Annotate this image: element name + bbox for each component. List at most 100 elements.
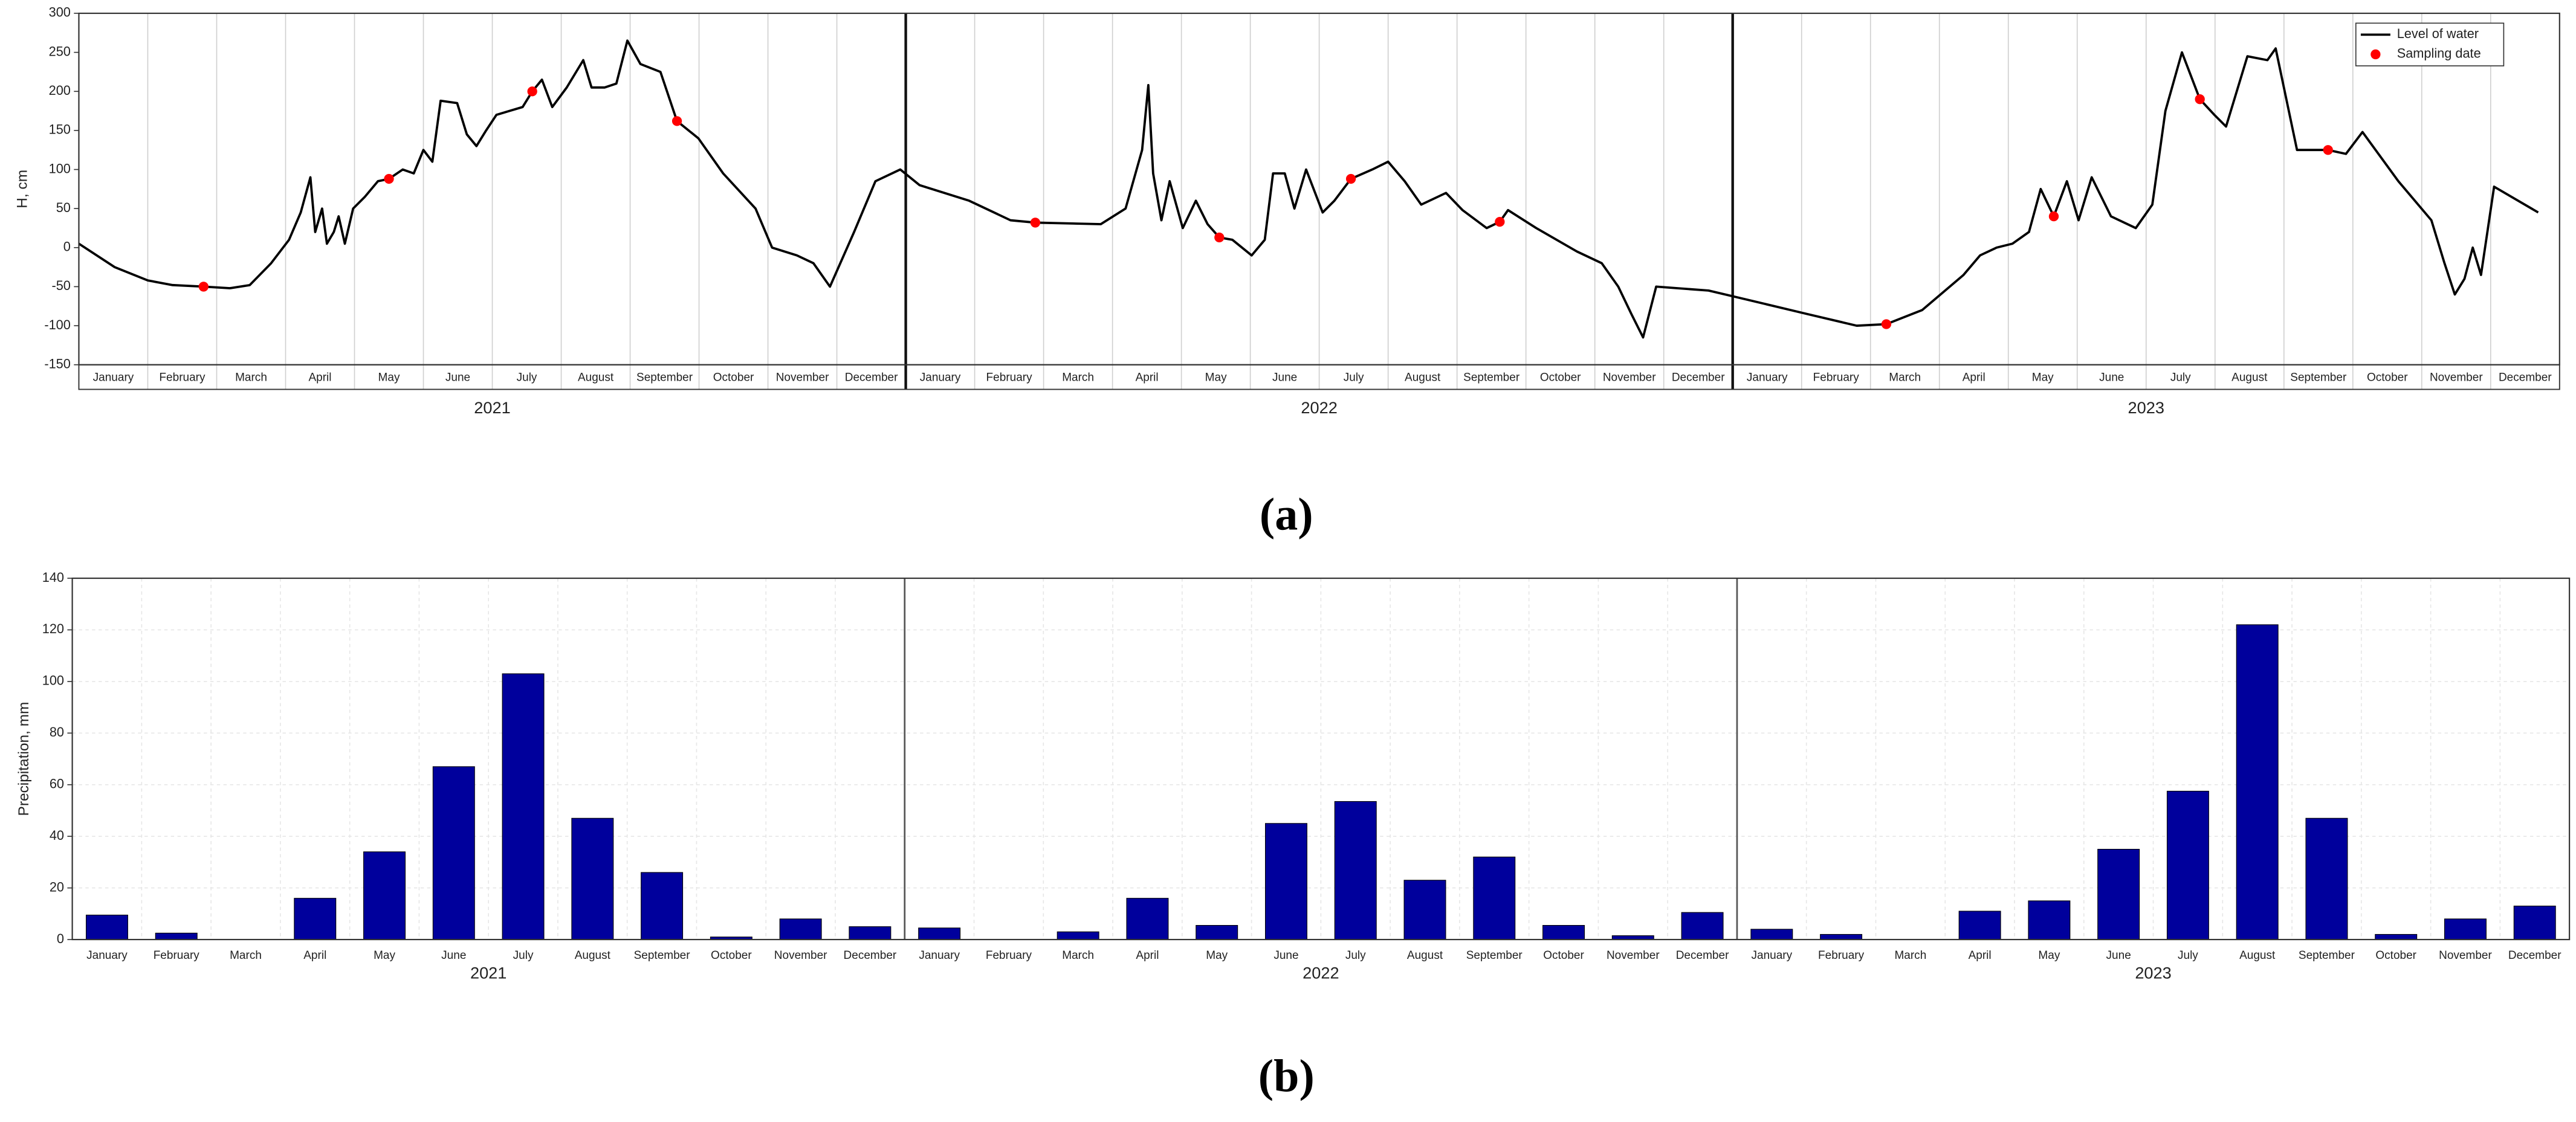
- bar: [2375, 933, 2418, 940]
- bar: [1196, 924, 1238, 940]
- x-tick-label: January: [1747, 371, 1788, 384]
- x-tick-label: October: [713, 371, 754, 384]
- x-tick-label: April: [1969, 949, 1992, 962]
- y-tick-label: 50: [56, 200, 71, 215]
- legend-marker: [2371, 49, 2381, 60]
- bar: [2236, 624, 2279, 940]
- bar: [1681, 912, 1724, 940]
- y-tick-label: -100: [44, 317, 71, 332]
- x-tick-label: November: [776, 371, 829, 384]
- sampling-point: [384, 173, 394, 184]
- y-tick-label: 100: [49, 161, 71, 176]
- x-tick-label: May: [1206, 949, 1228, 962]
- x-tick-label: January: [1752, 949, 1793, 962]
- y-tick-label: 140: [42, 570, 64, 585]
- x-tick-label: September: [634, 949, 691, 962]
- x-tick-label: September: [636, 371, 693, 384]
- bar: [1473, 856, 1516, 940]
- y-tick-label: 40: [50, 828, 64, 843]
- x-tick-label: June: [445, 371, 470, 384]
- x-tick-label: February: [154, 949, 200, 962]
- panel-label: (b): [1258, 1051, 1315, 1101]
- x-tick-label: May: [2032, 371, 2054, 384]
- x-tick-label: July: [1345, 949, 1366, 962]
- x-tick-label: April: [1136, 371, 1159, 384]
- bar: [1057, 931, 1099, 940]
- x-tick-label: January: [919, 949, 960, 962]
- x-tick-label: March: [1062, 371, 1094, 384]
- y-tick-label: 60: [50, 776, 64, 791]
- bar: [432, 766, 475, 940]
- x-tick-label: February: [1818, 949, 1865, 962]
- x-tick-label: June: [1273, 949, 1298, 962]
- x-tick-label: July: [517, 371, 537, 384]
- x-tick-label: May: [378, 371, 400, 384]
- x-tick-label: December: [2499, 371, 2552, 384]
- y-tick-label: 0: [57, 931, 64, 946]
- year-label: 2021: [474, 398, 510, 417]
- y-tick-label: -50: [51, 278, 70, 293]
- year-label: 2022: [1301, 398, 1337, 417]
- bar: [1542, 924, 1585, 940]
- y-tick-label: 150: [49, 122, 71, 137]
- x-tick-label: January: [86, 949, 128, 962]
- bar: [1750, 929, 1793, 940]
- sampling-point: [198, 282, 209, 292]
- sampling-point: [1030, 218, 1041, 228]
- x-tick-label: October: [1540, 371, 1581, 384]
- x-tick-label: August: [575, 949, 611, 962]
- bar: [571, 817, 614, 940]
- year-label: 2022: [1303, 963, 1339, 982]
- x-tick-label: February: [986, 949, 1032, 962]
- x-tick-label: October: [2375, 949, 2416, 962]
- x-tick-label: March: [1894, 949, 1926, 962]
- x-tick-label: December: [1672, 371, 1725, 384]
- y-tick-label: 250: [49, 44, 71, 59]
- bar: [2305, 817, 2348, 940]
- year-label: 2023: [2128, 398, 2164, 417]
- y-tick-label: 20: [50, 879, 64, 894]
- x-tick-label: March: [1889, 371, 1921, 384]
- x-tick-label: November: [774, 949, 827, 962]
- x-tick-label: September: [1466, 949, 1523, 962]
- x-tick-label: April: [1136, 949, 1159, 962]
- x-tick-label: September: [2299, 949, 2355, 962]
- x-tick-label: February: [159, 371, 205, 384]
- x-tick-label: May: [2038, 949, 2060, 962]
- x-tick-label: August: [2231, 371, 2268, 384]
- x-tick-label: May: [374, 949, 395, 962]
- bar: [502, 673, 545, 940]
- year-label: 2023: [2135, 963, 2171, 982]
- x-tick-label: April: [1963, 371, 1985, 384]
- bar: [1126, 898, 1169, 940]
- bar: [849, 926, 892, 940]
- legend-label: Sampling date: [2397, 46, 2481, 61]
- water-level-line: [78, 39, 2539, 339]
- bar: [363, 851, 406, 940]
- y-tick-label: 80: [50, 724, 64, 740]
- x-tick-label: March: [235, 371, 267, 384]
- x-tick-label: January: [93, 371, 134, 384]
- x-tick-label: November: [1603, 371, 1656, 384]
- x-tick-label: June: [2099, 371, 2124, 384]
- x-tick-label: September: [2290, 371, 2347, 384]
- x-tick-label: October: [711, 949, 752, 962]
- x-tick-label: July: [2170, 371, 2191, 384]
- bar: [1265, 823, 1307, 940]
- y-tick-label: 100: [42, 673, 64, 688]
- x-tick-label: February: [986, 371, 1033, 384]
- sampling-point: [1495, 216, 1505, 227]
- x-tick-label: April: [303, 949, 326, 962]
- sampling-point: [527, 86, 537, 97]
- x-tick-label: November: [2430, 371, 2483, 384]
- x-tick-label: November: [1607, 949, 1660, 962]
- bar: [155, 932, 198, 940]
- sampling-point: [2048, 211, 2059, 222]
- x-tick-label: October: [1543, 949, 1584, 962]
- y-axis-label: H, cm: [15, 170, 31, 208]
- x-tick-label: March: [230, 949, 262, 962]
- bar: [2166, 790, 2209, 940]
- legend-label: Level of water: [2397, 26, 2479, 41]
